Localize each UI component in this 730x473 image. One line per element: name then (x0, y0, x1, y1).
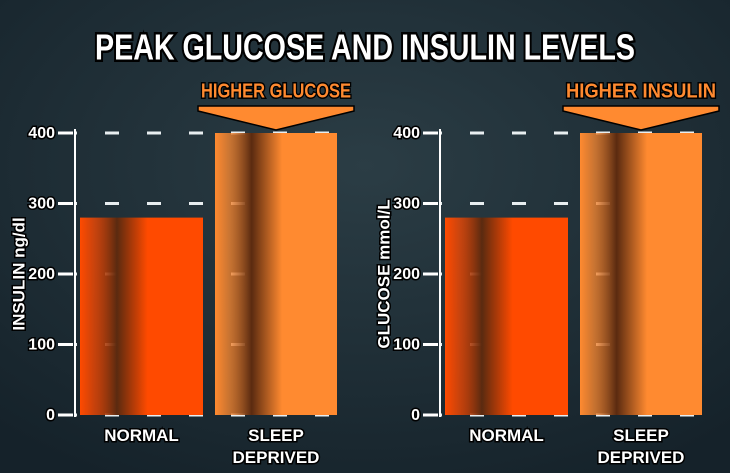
y-tick-label: 0 (411, 407, 420, 424)
x-tick-label: SLEEP DEPRIVED (598, 426, 685, 467)
x-tick-label: NORMAL (469, 426, 544, 445)
y-tick-label: 400 (393, 125, 420, 142)
y-tick-label: 100 (28, 337, 55, 354)
page-title: PEAK GLUCOSE AND INSULIN LEVELS (95, 27, 635, 68)
y-tick-label: 300 (393, 196, 420, 213)
x-tick-label: SLEEP DEPRIVED (233, 426, 320, 467)
y-tick-label: 200 (393, 266, 420, 283)
annotation: HIGHER INSULIN (566, 80, 716, 102)
annotation: HIGHER GLUCOSE (201, 80, 351, 102)
y-tick-label: 300 (28, 196, 55, 213)
y-axis-label: INSULIN ng/dl (9, 217, 28, 330)
bar (80, 217, 203, 415)
y-tick-label: 100 (393, 337, 420, 354)
y-tick-label: 400 (28, 125, 55, 142)
bar (580, 133, 702, 415)
bar (445, 217, 568, 415)
annotation-arrow (197, 105, 355, 131)
x-tick-label: NORMAL (104, 426, 179, 445)
y-tick-label: 200 (28, 266, 55, 283)
y-tick-label: 0 (46, 407, 55, 424)
y-axis-label: GLUCOSE mmol/L (374, 199, 393, 348)
annotation-arrow (562, 105, 720, 131)
bar (215, 133, 337, 415)
